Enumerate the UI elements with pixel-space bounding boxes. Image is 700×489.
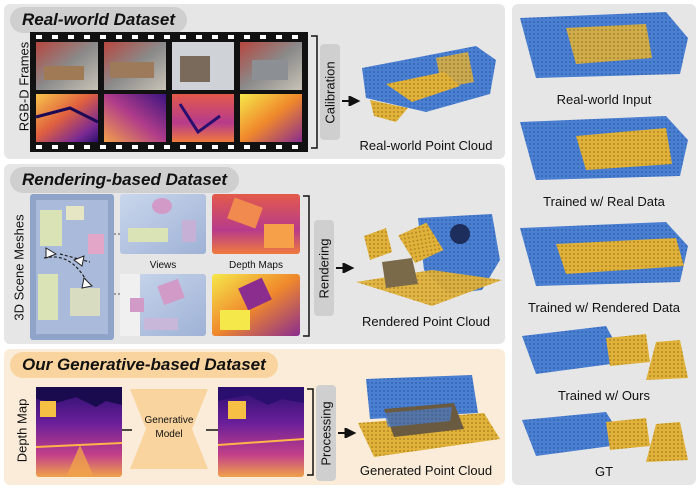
generative-connectors bbox=[122, 429, 218, 431]
rendering-step: Rendering bbox=[314, 220, 334, 316]
result-image-ours bbox=[522, 326, 688, 380]
result-label-real-input: Real-world Input bbox=[556, 92, 652, 107]
rendering-dataset-panel: Rendering-based Dataset 3D Scene Meshes … bbox=[4, 164, 505, 344]
frames-bracket bbox=[311, 35, 318, 149]
processing-arrow bbox=[338, 428, 357, 438]
result-image-real-input bbox=[520, 12, 688, 78]
depth-bracket bbox=[303, 195, 310, 337]
result-image-real-data bbox=[520, 116, 688, 180]
rendered-view-2 bbox=[120, 274, 206, 336]
generative-model-block: Generative Model bbox=[130, 389, 208, 469]
generative-model-label-2: Model bbox=[155, 429, 183, 440]
rendered-view-1 bbox=[120, 194, 206, 254]
rendered-point-cloud-label: Rendered Point Cloud bbox=[362, 314, 490, 329]
real-world-dataset-title: Real-world Dataset bbox=[10, 7, 188, 33]
result-label-rendered-data: Trained w/ Rendered Data bbox=[528, 300, 680, 315]
real-world-point-cloud bbox=[362, 46, 496, 122]
rendered-depth-2 bbox=[212, 274, 300, 336]
input-depth-map bbox=[36, 387, 122, 477]
views-label: Views bbox=[149, 260, 177, 271]
calibration-arrow bbox=[342, 96, 361, 106]
generative-dataset-panel: Our Generative-based Dataset Depth Map G… bbox=[4, 349, 505, 485]
real-world-point-cloud-label: Real-world Point Cloud bbox=[359, 138, 493, 153]
generated-point-cloud bbox=[358, 375, 500, 457]
result-image-rendered-data bbox=[520, 222, 688, 286]
rendered-point-cloud bbox=[356, 214, 502, 306]
real-world-dataset-panel: Real-world Dataset RGB-D Frames bbox=[4, 4, 505, 159]
result-image-gt bbox=[522, 412, 688, 462]
depth-maps-label: Depth Maps bbox=[229, 260, 283, 271]
result-label-ours: Trained w/ Ours bbox=[558, 388, 650, 403]
rendering-arrow bbox=[336, 263, 355, 273]
rendered-depth-1 bbox=[212, 194, 300, 254]
generative-model-label-1: Generative bbox=[144, 415, 194, 426]
result-label-gt: GT bbox=[594, 464, 614, 479]
results-panel: Real-world Input Trained w/ Real Data Tr… bbox=[512, 4, 696, 485]
generated-point-cloud-label: Generated Point Cloud bbox=[359, 463, 493, 478]
rgbd-film-strip bbox=[30, 32, 308, 152]
depth-map-label: Depth Map bbox=[14, 398, 30, 463]
scene-mesh-topdown bbox=[30, 194, 114, 340]
scene-meshes-label: 3D Scene Meshes bbox=[11, 214, 27, 321]
generative-dataset-title: Our Generative-based Dataset bbox=[10, 352, 278, 378]
result-label-real-data: Trained w/ Real Data bbox=[543, 194, 665, 209]
processing-step: Processing bbox=[316, 385, 336, 481]
generated-bracket bbox=[307, 388, 314, 476]
rendering-dataset-title: Rendering-based Dataset bbox=[10, 167, 239, 193]
generated-depth-map bbox=[218, 387, 304, 477]
calibration-step: Calibration bbox=[320, 44, 340, 140]
